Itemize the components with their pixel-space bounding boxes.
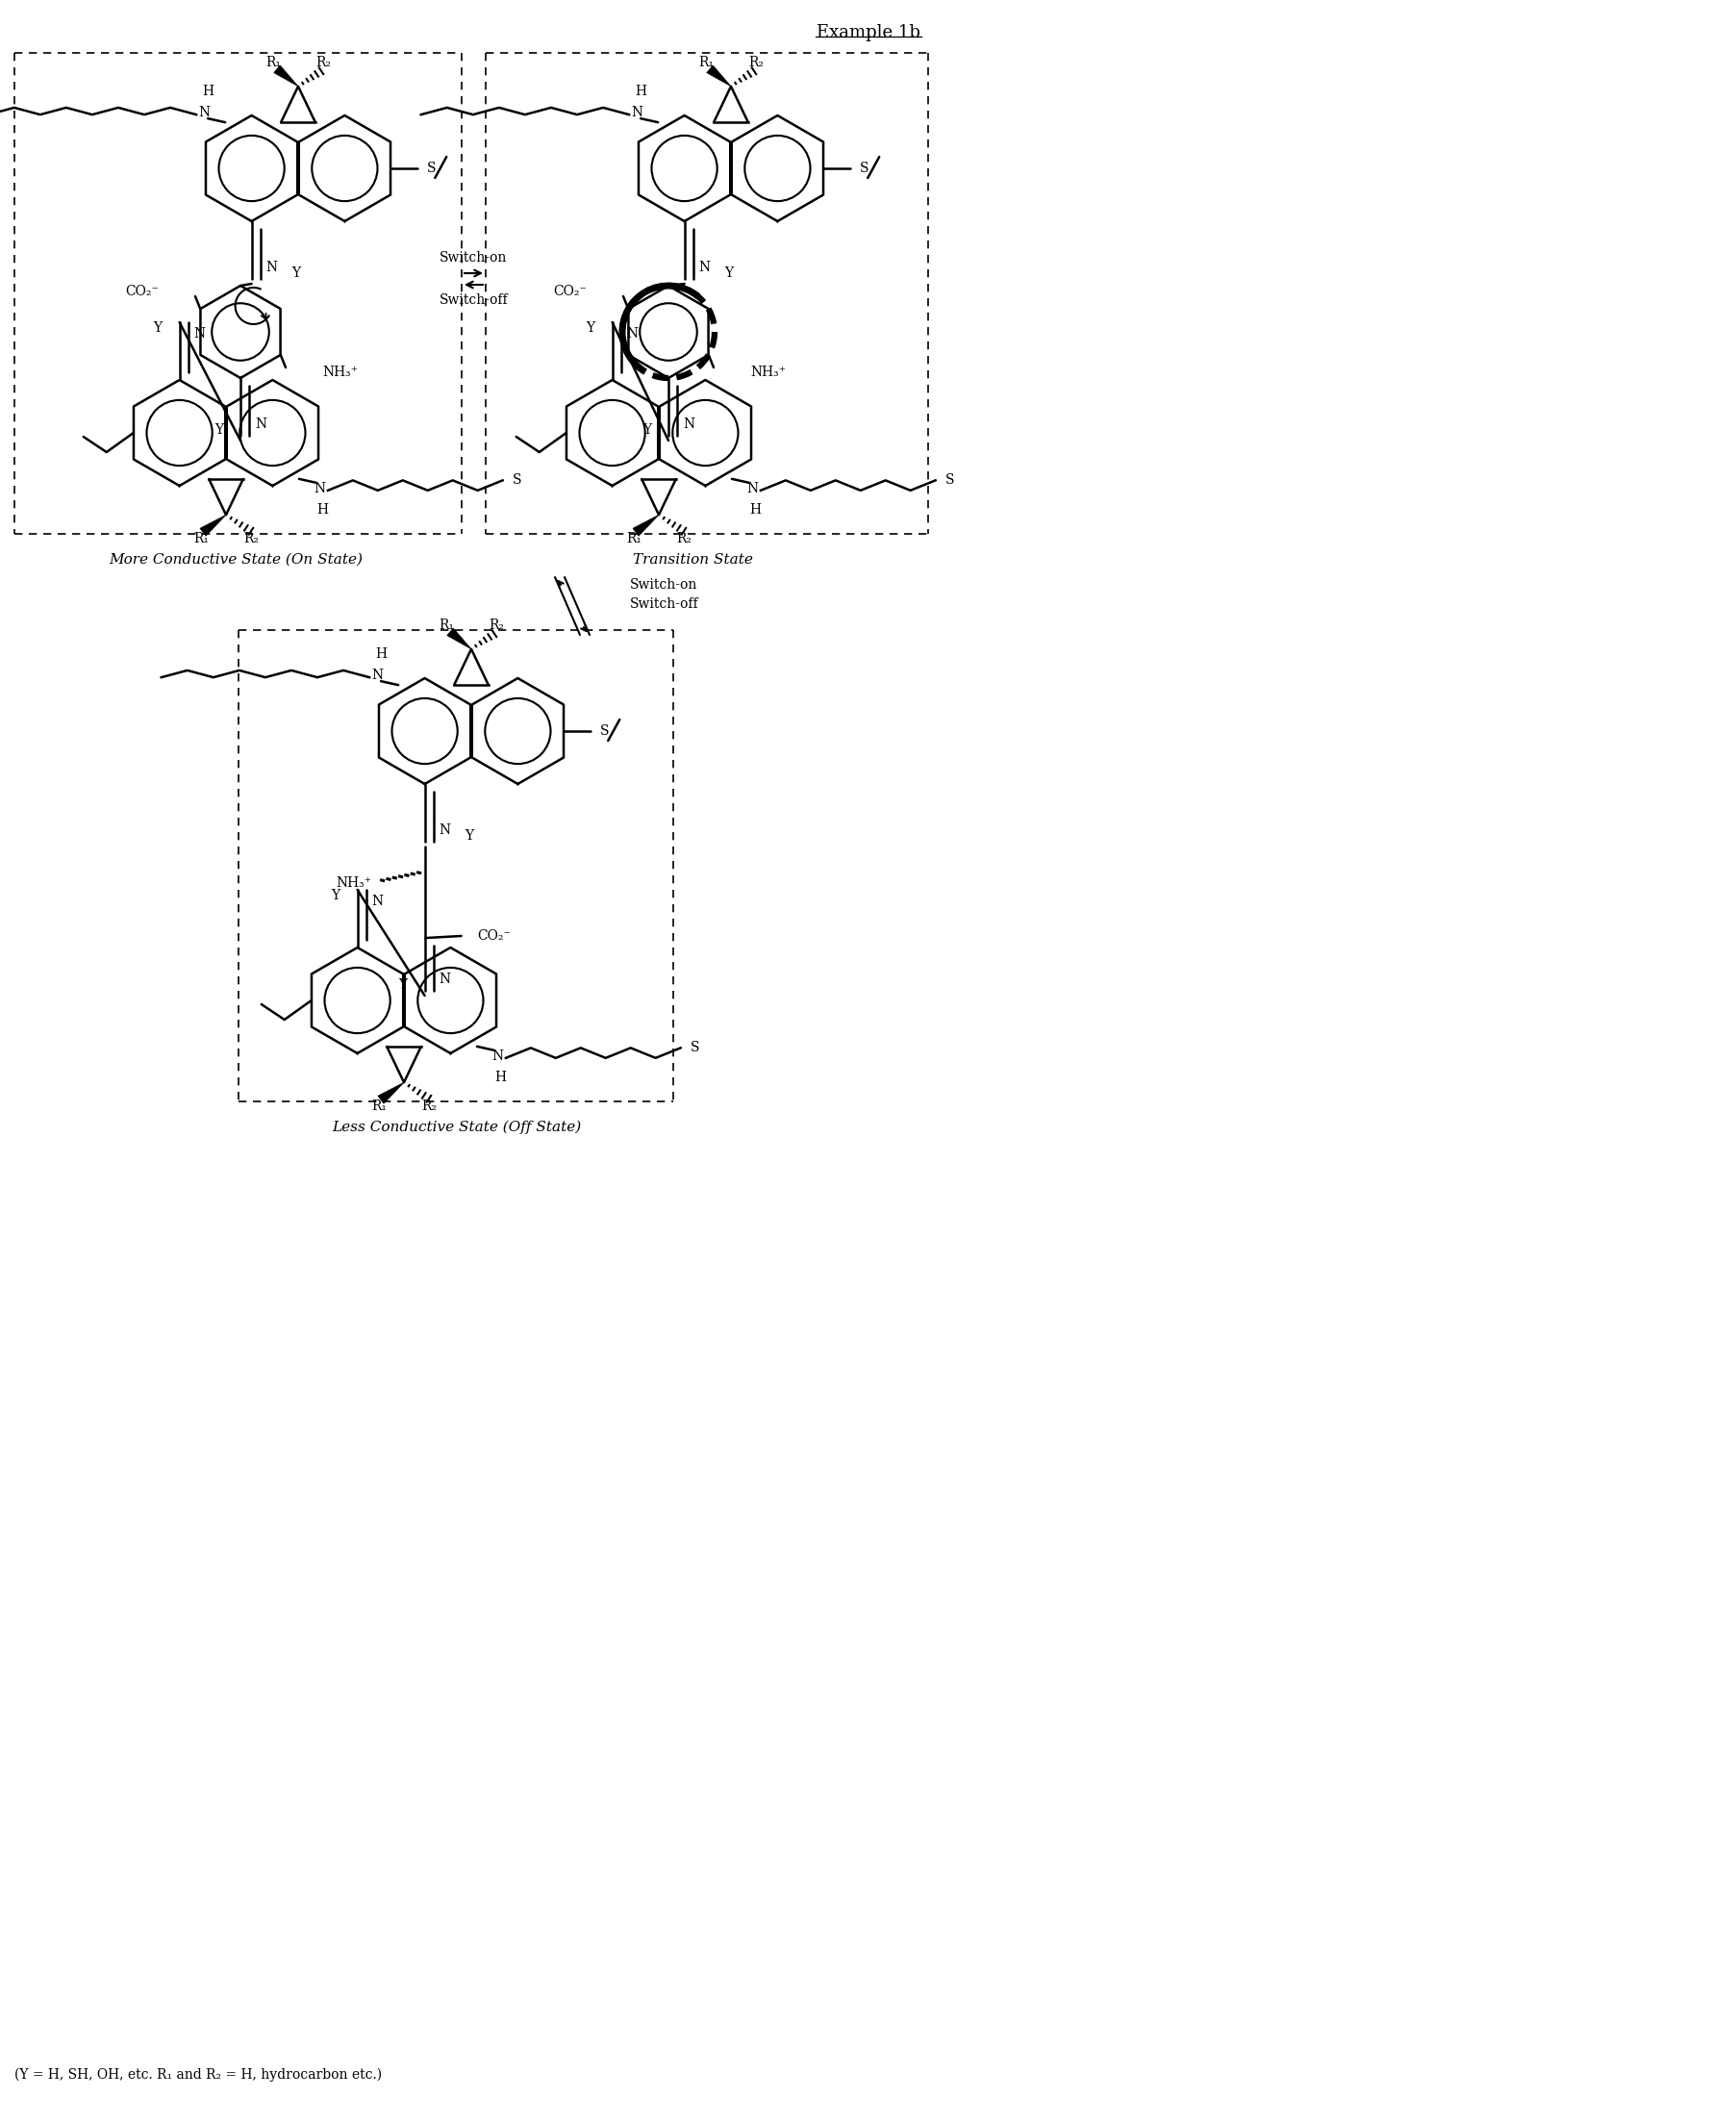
Text: N: N: [372, 669, 382, 681]
Text: N: N: [630, 106, 642, 119]
Text: N: N: [627, 327, 639, 340]
Text: S: S: [512, 473, 521, 486]
Text: Y: Y: [292, 267, 300, 280]
Text: R₂: R₂: [488, 618, 503, 633]
Text: N: N: [746, 482, 759, 495]
Text: NH₃⁺: NH₃⁺: [337, 877, 372, 890]
Text: (Y = H, SH, OH, etc. R₁ and R₂ = H, hydrocarbon etc.): (Y = H, SH, OH, etc. R₁ and R₂ = H, hydr…: [14, 2068, 382, 2083]
Text: R₁: R₁: [372, 1100, 387, 1112]
Text: N: N: [372, 894, 384, 909]
Text: S: S: [689, 1040, 700, 1055]
Text: R₁: R₁: [193, 533, 208, 546]
Text: R₂: R₂: [675, 533, 691, 546]
Text: Y: Y: [465, 830, 474, 843]
Text: Transition State: Transition State: [632, 554, 752, 567]
Text: H: H: [201, 85, 214, 98]
Text: H: H: [748, 503, 760, 516]
Polygon shape: [707, 66, 731, 87]
Text: R₂: R₂: [316, 55, 330, 70]
Text: R₂: R₂: [748, 55, 764, 70]
Text: Y: Y: [332, 890, 340, 902]
Text: CO₂⁻: CO₂⁻: [552, 284, 587, 297]
Text: CO₂⁻: CO₂⁻: [125, 284, 158, 297]
Text: N: N: [698, 261, 710, 274]
Text: Switch-off: Switch-off: [630, 597, 698, 611]
Text: Y: Y: [642, 422, 651, 437]
Text: H: H: [316, 503, 328, 516]
Text: Y: Y: [153, 321, 161, 335]
Polygon shape: [446, 628, 470, 650]
Text: H: H: [635, 85, 646, 98]
Text: S: S: [427, 161, 436, 174]
Polygon shape: [274, 66, 299, 87]
Polygon shape: [632, 516, 658, 535]
Text: NH₃⁺: NH₃⁺: [750, 365, 785, 380]
Text: R₁: R₁: [266, 55, 281, 70]
Text: N: N: [439, 824, 451, 836]
Text: Y: Y: [724, 267, 733, 280]
Text: N: N: [198, 106, 210, 119]
Text: CO₂⁻: CO₂⁻: [477, 930, 510, 943]
Text: Switch-on: Switch-on: [439, 251, 507, 265]
Text: S: S: [944, 473, 953, 486]
Text: Y: Y: [214, 422, 222, 437]
Text: N: N: [255, 418, 266, 431]
Text: Y: Y: [398, 979, 408, 991]
Text: H: H: [375, 648, 387, 660]
Text: N: N: [266, 261, 278, 274]
Text: N: N: [439, 972, 451, 985]
Text: N: N: [491, 1049, 503, 1064]
Text: H: H: [495, 1070, 505, 1085]
Text: Y: Y: [585, 321, 595, 335]
Text: R₂: R₂: [243, 533, 259, 546]
Text: N: N: [314, 482, 326, 495]
Text: Switch-off: Switch-off: [439, 293, 509, 308]
Text: Example 1b: Example 1b: [816, 23, 920, 40]
Text: N: N: [194, 327, 205, 340]
Text: S: S: [601, 724, 609, 739]
Text: NH₃⁺: NH₃⁺: [321, 365, 358, 380]
Text: More Conductive State (On State): More Conductive State (On State): [109, 554, 363, 567]
Text: R₁: R₁: [698, 55, 713, 70]
Text: N: N: [682, 418, 694, 431]
Text: Switch-on: Switch-on: [630, 577, 698, 592]
Polygon shape: [200, 516, 226, 535]
Polygon shape: [378, 1083, 404, 1104]
Text: R₂: R₂: [422, 1100, 436, 1112]
Text: R₁: R₁: [627, 533, 641, 546]
Text: Less Conductive State (Off State): Less Conductive State (Off State): [332, 1121, 582, 1134]
Text: S: S: [859, 161, 868, 174]
Text: R₁: R₁: [439, 618, 453, 633]
